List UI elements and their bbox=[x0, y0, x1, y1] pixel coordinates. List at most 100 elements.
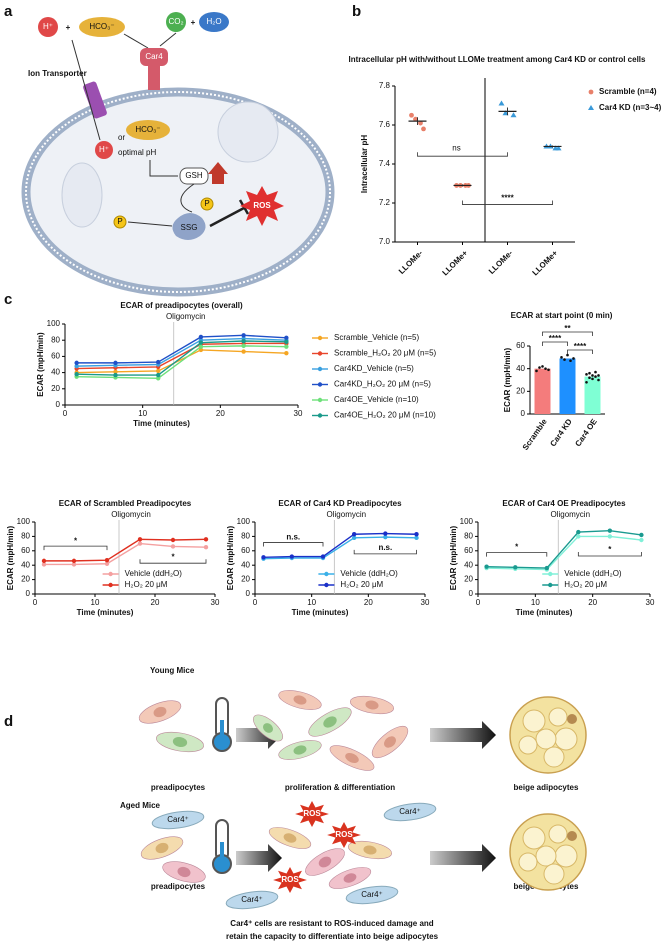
legend-marker bbox=[317, 397, 323, 403]
car4-cell bbox=[151, 810, 205, 830]
arrow bbox=[123, 33, 149, 49]
y-tick-label: 40 bbox=[21, 560, 30, 569]
y-tick-label: 80 bbox=[464, 532, 473, 541]
thermometer-fill bbox=[220, 720, 224, 740]
legend-label: Vehicle (ddH₂O) bbox=[340, 569, 398, 578]
x-tick-label: Scramble bbox=[521, 417, 549, 452]
legend-marker bbox=[317, 366, 323, 372]
y-tick-label: 7.6 bbox=[379, 120, 391, 129]
annotation: n.s. bbox=[378, 543, 392, 552]
proton bbox=[38, 17, 58, 37]
point bbox=[71, 562, 77, 567]
legend-label: H₂O₂ 20 μM bbox=[125, 580, 168, 589]
point bbox=[563, 358, 566, 361]
y-tick-label: 0 bbox=[26, 589, 31, 598]
car4-cell bbox=[383, 802, 437, 822]
ros-star bbox=[327, 822, 361, 848]
ros-label: ROS bbox=[281, 875, 299, 884]
chart-title: ECAR of Car4 OE Preadipocytes bbox=[502, 499, 626, 508]
point bbox=[409, 112, 414, 118]
lipid-droplet bbox=[548, 824, 568, 844]
point bbox=[198, 347, 204, 353]
annotation: n.s. bbox=[286, 533, 300, 542]
lipid-droplet bbox=[522, 826, 546, 850]
point bbox=[198, 334, 204, 340]
ion-transporter bbox=[83, 81, 107, 119]
bar bbox=[559, 358, 576, 414]
cell-nucleus bbox=[363, 845, 377, 855]
chart-title: Intracellular pH with/without LLOMe trea… bbox=[349, 55, 646, 64]
annotation: * bbox=[74, 536, 78, 545]
point bbox=[104, 557, 110, 563]
significance-bracket bbox=[139, 559, 207, 564]
series-line bbox=[76, 345, 287, 379]
x-axis-label: Time (minutes) bbox=[292, 608, 349, 617]
panel-label: a bbox=[4, 3, 13, 20]
stage-label: preadipocytes bbox=[151, 882, 206, 891]
point bbox=[351, 532, 357, 537]
lipid-droplet bbox=[554, 844, 578, 868]
annotation: * bbox=[608, 545, 612, 554]
point bbox=[544, 565, 549, 571]
y-tick-label: 100 bbox=[17, 517, 31, 526]
cell-nucleus bbox=[293, 695, 307, 705]
panel-label: c bbox=[4, 291, 12, 308]
car4 bbox=[140, 48, 168, 66]
point bbox=[421, 126, 426, 132]
point bbox=[137, 537, 143, 542]
point bbox=[538, 366, 541, 369]
point bbox=[170, 544, 176, 549]
legend-label: Car4OE_Vehicle (n=10) bbox=[334, 395, 419, 404]
point bbox=[535, 369, 538, 373]
point bbox=[383, 534, 388, 540]
annotation: **** bbox=[549, 334, 562, 343]
x-tick-label: 20 bbox=[216, 409, 225, 418]
point bbox=[156, 359, 161, 365]
legend-label: Vehicle (ddH₂O) bbox=[564, 569, 622, 578]
bar bbox=[534, 368, 551, 414]
point bbox=[591, 377, 594, 381]
car4-label: Car4⁺ bbox=[167, 815, 189, 824]
label: Ion Transporter bbox=[28, 69, 87, 78]
annotation: **** bbox=[501, 194, 514, 203]
legend-marker bbox=[317, 335, 323, 341]
annotation: **** bbox=[574, 342, 587, 351]
annotation: Oligomycin bbox=[550, 510, 590, 519]
point bbox=[639, 537, 644, 543]
y-tick-label: 60 bbox=[241, 546, 250, 555]
y-tick-label: 100 bbox=[47, 319, 61, 328]
point bbox=[510, 112, 517, 118]
bicarbonate bbox=[126, 120, 170, 140]
car4-label: Car4⁺ bbox=[399, 807, 421, 816]
point bbox=[594, 370, 597, 374]
label: Car4 bbox=[145, 52, 163, 61]
stage-label: proliferation & differentiation bbox=[285, 783, 395, 792]
label: optimal pH bbox=[118, 148, 156, 157]
annotation: * bbox=[171, 552, 175, 561]
point bbox=[607, 528, 613, 533]
x-tick-label: LLOMe+ bbox=[531, 248, 560, 277]
y-tick-label: 0 bbox=[469, 589, 474, 598]
series-line bbox=[263, 536, 417, 560]
significance-bracket bbox=[462, 200, 553, 205]
x-tick-label: 10 bbox=[307, 598, 316, 607]
point bbox=[156, 376, 161, 381]
significance-bracket bbox=[542, 331, 593, 336]
y-axis-label: ECAR (mpH/min) bbox=[503, 347, 512, 412]
x-tick-label: 10 bbox=[531, 598, 540, 607]
lipid-droplet bbox=[535, 845, 557, 867]
y-tick-label: 60 bbox=[21, 546, 30, 555]
y-tick-label: 40 bbox=[516, 364, 525, 373]
point bbox=[156, 372, 161, 378]
point bbox=[418, 120, 423, 126]
label: H₂O bbox=[206, 17, 221, 26]
x-tick-label: 20 bbox=[364, 598, 373, 607]
cell-nucleus bbox=[343, 873, 357, 883]
chart-title: ECAR at start point (0 min) bbox=[511, 311, 613, 320]
x-tick-label: 0 bbox=[253, 598, 258, 607]
proton bbox=[95, 141, 113, 159]
bicarbonate bbox=[79, 17, 125, 37]
x-axis-label: Time (minutes) bbox=[77, 608, 134, 617]
legend-marker bbox=[317, 351, 323, 356]
y-tick-label: 40 bbox=[464, 560, 473, 569]
